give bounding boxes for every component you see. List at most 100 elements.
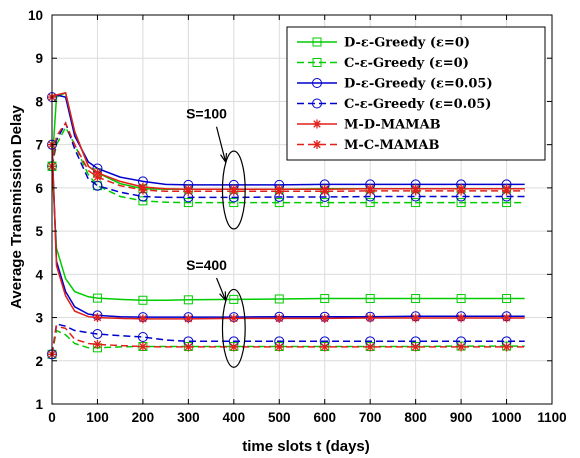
data-point	[320, 186, 330, 196]
data-point	[411, 198, 421, 208]
series-line	[51, 323, 525, 355]
legend-marker	[312, 58, 322, 67]
x-axis-title: time slots t (days)	[242, 438, 370, 455]
y-tick-label: 1	[35, 397, 43, 412]
legend-marker	[312, 37, 322, 47]
annotation-label: S=400	[186, 257, 227, 273]
data-point	[229, 294, 239, 304]
data-point	[365, 186, 375, 196]
legend-entry: D-ε-Greedy (ε=0.05)	[297, 77, 493, 92]
series-line	[51, 121, 525, 193]
y-tick-label: 4	[35, 267, 43, 282]
legend-marker	[312, 140, 322, 149]
legend-entry: M-C-MAMAB	[297, 138, 439, 153]
data-point	[274, 313, 284, 323]
data-point	[229, 313, 239, 323]
data-point	[320, 342, 330, 352]
data-point	[502, 294, 512, 304]
data-point	[502, 342, 512, 352]
legend-label: D-ε-Greedy (ε=0.05)	[344, 77, 493, 92]
annotation-label: S=100	[186, 106, 227, 122]
legend-label: M-C-MAMAB	[344, 138, 439, 153]
x-tick-label: 200	[132, 410, 155, 425]
series-line	[51, 166, 525, 302]
data-point	[502, 198, 512, 208]
annotation-ellipse	[221, 150, 246, 230]
data-point	[183, 314, 193, 324]
y-tick-label: 7	[35, 138, 43, 153]
series-line	[51, 144, 525, 318]
y-tick-label: 9	[35, 51, 43, 66]
data-point	[183, 186, 193, 196]
y-tick-label: 5	[35, 224, 43, 239]
data-point	[138, 196, 148, 206]
data-point	[274, 294, 284, 304]
data-point	[274, 342, 284, 352]
data-point	[365, 342, 375, 352]
data-point	[365, 198, 375, 208]
y-axis-title: Average Transmission Delay	[8, 104, 25, 308]
data-point	[411, 313, 421, 323]
annotations: S=100 S=400	[186, 106, 246, 368]
x-tick-label: 1000	[492, 410, 522, 425]
x-tick-label: 100	[86, 410, 109, 425]
series-5	[47, 121, 525, 196]
series-line	[51, 91, 525, 190]
data-point	[92, 328, 103, 339]
y-tick-label: 8	[35, 94, 43, 109]
legend-entry: C-ε-Greedy (ε=0)	[297, 56, 469, 71]
data-point	[274, 198, 284, 208]
y-tick-label: 2	[35, 354, 43, 369]
arrowhead	[219, 291, 227, 302]
legend-marker	[312, 98, 322, 109]
y-tick-label: 10	[28, 8, 43, 23]
annotation-arrow	[215, 277, 227, 301]
x-tick-label: 600	[313, 410, 336, 425]
series-line	[51, 144, 525, 320]
x-tick-label: 1100	[537, 410, 566, 425]
series-10	[47, 140, 525, 324]
data-point	[456, 198, 466, 208]
legend-marker	[312, 78, 322, 88]
axis-ticks: 0 100 200 300 400 500 600 700 800 900 1000 1100 1 2 3 4…	[28, 8, 567, 425]
data-point	[502, 313, 512, 323]
data-point	[92, 293, 102, 303]
data-point	[456, 342, 466, 352]
data-point	[320, 198, 330, 208]
data-point	[365, 294, 375, 304]
data-point	[183, 198, 193, 208]
y-tick-label: 3	[35, 311, 43, 326]
legend-entry: M-D-MAMAB	[297, 118, 441, 133]
series-line	[51, 121, 525, 199]
data-point	[229, 198, 239, 208]
data-point	[229, 186, 239, 196]
data-point	[456, 294, 466, 304]
data-point	[138, 342, 148, 352]
x-tick-label: 300	[177, 410, 200, 425]
legend-entry: D-ε-Greedy (ε=0)	[297, 36, 470, 51]
data-point	[411, 294, 421, 304]
data-point	[456, 313, 466, 323]
x-tick-label: 0	[48, 410, 56, 425]
data-point	[183, 295, 193, 305]
series-line	[51, 325, 525, 355]
x-tick-label: 400	[223, 410, 246, 425]
data-point	[365, 313, 375, 323]
y-tick-label: 6	[35, 181, 43, 196]
series-layer	[47, 91, 525, 360]
annotation-arrow	[215, 126, 227, 163]
x-tick-label: 900	[450, 410, 473, 425]
data-point	[502, 186, 512, 196]
data-point	[411, 342, 421, 352]
data-point	[456, 186, 466, 196]
data-point	[92, 172, 102, 182]
legend-label: C-ε-Greedy (ε=0.05)	[344, 97, 491, 112]
series-6	[47, 161, 525, 305]
annotation-0: S=100	[186, 106, 246, 230]
arrowhead	[220, 153, 228, 164]
data-point	[229, 342, 239, 352]
legend-label: C-ε-Greedy (ε=0)	[344, 56, 469, 71]
legend-box	[286, 26, 546, 161]
plot-frame	[51, 14, 553, 405]
